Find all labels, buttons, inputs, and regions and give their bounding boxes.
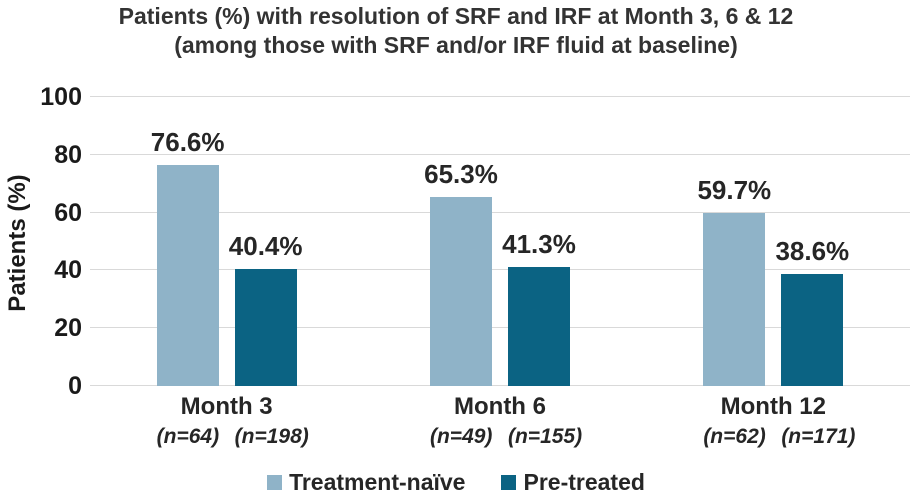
legend-swatch bbox=[267, 475, 283, 490]
bar-value-label: 76.6% bbox=[150, 126, 225, 157]
bar-wrap: 41.3% bbox=[502, 97, 576, 386]
n-label: (n=64) bbox=[156, 425, 220, 448]
bar-wrap: 76.6% bbox=[151, 97, 225, 386]
legend-label: Treatment-naïve bbox=[289, 469, 466, 495]
bar bbox=[156, 164, 219, 386]
y-tick-label: 20 bbox=[54, 314, 82, 343]
bar bbox=[703, 213, 766, 386]
category-label: Month 3 bbox=[180, 393, 273, 420]
chart-title-line1: Patients (%) with resolution of SRF and … bbox=[118, 3, 794, 29]
y-axis-ticks: 0 20 40 60 80 100 bbox=[0, 84, 82, 399]
n-label-row: (n=62) (n=171) bbox=[637, 425, 910, 449]
bar-value-label: 41.3% bbox=[502, 228, 576, 259]
x-axis-column: Month 6 (n=49) (n=155) bbox=[363, 393, 636, 449]
n-label-row: (n=49) (n=155) bbox=[363, 425, 636, 449]
bar-value-label: 38.6% bbox=[775, 236, 850, 267]
bar bbox=[429, 197, 492, 386]
chart-title-line2: (among those with SRF and/or IRF fluid a… bbox=[174, 32, 738, 58]
y-tick-label: 0 bbox=[68, 372, 82, 400]
x-axis-labels: Month 3 (n=64) (n=198) Month 6 (n=49) (n=155)… bbox=[90, 393, 910, 449]
bar-value-label: 65.3% bbox=[424, 159, 498, 190]
legend: Treatment-naïve Pre-treated bbox=[0, 469, 912, 496]
gridline bbox=[90, 211, 910, 213]
x-axis-column: Month 12 (n=62) (n=171) bbox=[637, 393, 910, 449]
n-label: (n=49) bbox=[429, 425, 493, 448]
bar-wrap: 65.3% bbox=[424, 97, 498, 386]
bar-wrap: 59.7% bbox=[697, 97, 771, 386]
plot-area: 76.6% 40.4% 65.3% 41.3% 59.7% 38.6% bbox=[90, 96, 910, 386]
legend-item: Treatment-naïve bbox=[267, 469, 465, 496]
gridline bbox=[90, 96, 910, 97]
bar bbox=[234, 269, 297, 386]
category-label: Month 6 bbox=[454, 393, 546, 420]
category-label: Month 12 bbox=[720, 393, 826, 420]
bar-value-label: 59.7% bbox=[697, 175, 772, 206]
bar bbox=[781, 274, 844, 386]
y-tick-label: 100 bbox=[40, 83, 82, 111]
bar-group: 65.3% 41.3% bbox=[363, 97, 636, 386]
n-label: (n=62) bbox=[703, 425, 766, 448]
x-axis-column: Month 3 (n=64) (n=198) bbox=[90, 393, 363, 449]
y-tick-label: 40 bbox=[54, 256, 82, 285]
chart-title: Patients (%) with resolution of SRF and … bbox=[0, 2, 912, 60]
bar-wrap: 38.6% bbox=[775, 97, 849, 386]
bar-wrap: 40.4% bbox=[229, 97, 303, 386]
bar-group: 59.7% 38.6% bbox=[637, 97, 910, 386]
gridline bbox=[90, 327, 910, 329]
bar-value-label: 40.4% bbox=[228, 231, 303, 262]
legend-label: Pre-treated bbox=[523, 469, 645, 495]
legend-swatch bbox=[501, 475, 517, 490]
bar bbox=[507, 266, 570, 386]
gridline bbox=[90, 385, 910, 386]
gridline bbox=[90, 269, 910, 271]
y-tick-label: 60 bbox=[54, 198, 82, 227]
legend-item: Pre-treated bbox=[501, 469, 645, 496]
n-label: (n=171) bbox=[781, 425, 856, 448]
y-tick-label: 80 bbox=[54, 140, 82, 169]
n-label: (n=155) bbox=[507, 425, 583, 448]
n-label-row: (n=64) (n=198) bbox=[90, 425, 363, 449]
bar-groups: 76.6% 40.4% 65.3% 41.3% 59.7% 38.6% bbox=[90, 97, 910, 386]
bar-group: 76.6% 40.4% bbox=[90, 97, 363, 386]
n-label: (n=198) bbox=[234, 425, 309, 448]
gridline bbox=[90, 153, 910, 155]
